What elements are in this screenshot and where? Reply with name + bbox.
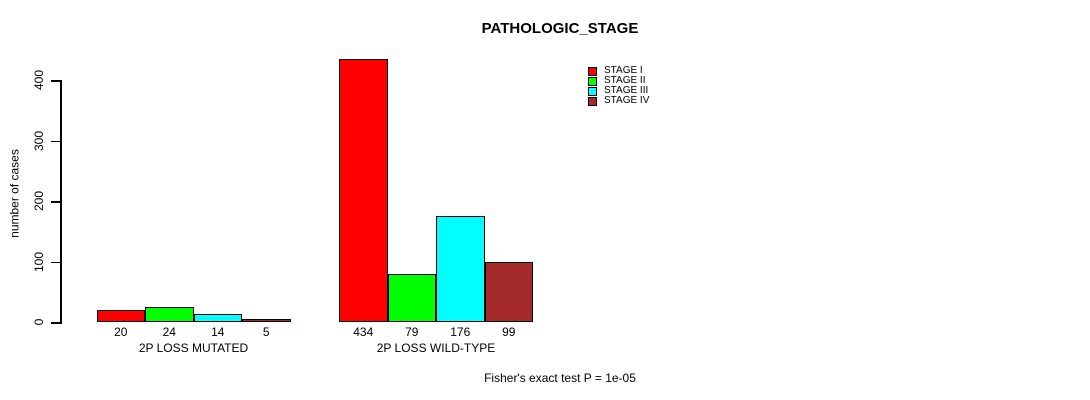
legend-label: STAGE II [604, 75, 646, 86]
legend: STAGE I STAGE II STAGE III STAGE IV [588, 66, 649, 106]
legend-item-stage-iii: STAGE III [588, 86, 649, 96]
y-axis-label: number of cases [7, 149, 22, 238]
group-label-2p-loss-mutated: 2P LOSS MUTATED [138, 341, 249, 355]
y-tick [51, 201, 60, 203]
legend-label: STAGE III [604, 85, 649, 96]
y-tick-label: 100 [31, 251, 46, 272]
bar-value-label: 14 [211, 325, 225, 339]
bar-value-label: 176 [450, 325, 471, 339]
legend-swatch-icon [588, 66, 597, 76]
y-tick-label: 200 [31, 190, 46, 212]
y-tick-label: 400 [31, 69, 46, 91]
bar-value-label: 79 [405, 325, 419, 339]
bar-stage-iv-2p-loss-wild-type [484, 262, 533, 322]
bar-value-label: 5 [262, 325, 270, 339]
legend-swatch-icon [588, 76, 597, 86]
group-label-2p-loss-wild-type: 2P LOSS WILD-TYPE [376, 341, 496, 355]
y-tick [51, 80, 60, 82]
bar-value-label: 99 [502, 325, 516, 339]
bar-stage-i-2p-loss-wild-type [339, 59, 388, 322]
legend-label: STAGE I [604, 65, 643, 76]
bar-value-label: 434 [353, 325, 374, 339]
legend-item-stage-i: STAGE I [588, 66, 649, 76]
y-tick [51, 140, 60, 142]
bar-stage-iii-2p-loss-mutated [193, 313, 242, 322]
bar-stage-iv-2p-loss-mutated [242, 318, 291, 322]
fisher-test-note: Fisher's exact test P = 1e-05 [484, 371, 636, 385]
y-tick [51, 322, 60, 324]
y-tick-label: 300 [31, 130, 46, 151]
y-tick [51, 261, 60, 263]
legend-item-stage-ii: STAGE II [588, 76, 649, 86]
y-axis-line [60, 80, 62, 324]
bar-stage-ii-2p-loss-wild-type [387, 274, 436, 322]
bar-stage-iii-2p-loss-wild-type [436, 215, 485, 322]
legend-item-stage-iv: STAGE IV [588, 96, 649, 106]
bar-value-label: 24 [162, 325, 176, 339]
legend-label: STAGE IV [604, 95, 650, 106]
chart-title: PATHOLOGIC_STAGE [481, 20, 639, 37]
y-tick-label: 0 [31, 318, 46, 326]
bar-stage-ii-2p-loss-mutated [145, 307, 194, 322]
bar-value-label: 20 [114, 325, 128, 339]
bar-stage-i-2p-loss-mutated [96, 309, 145, 322]
legend-swatch-icon [588, 96, 597, 106]
legend-swatch-icon [588, 86, 597, 96]
